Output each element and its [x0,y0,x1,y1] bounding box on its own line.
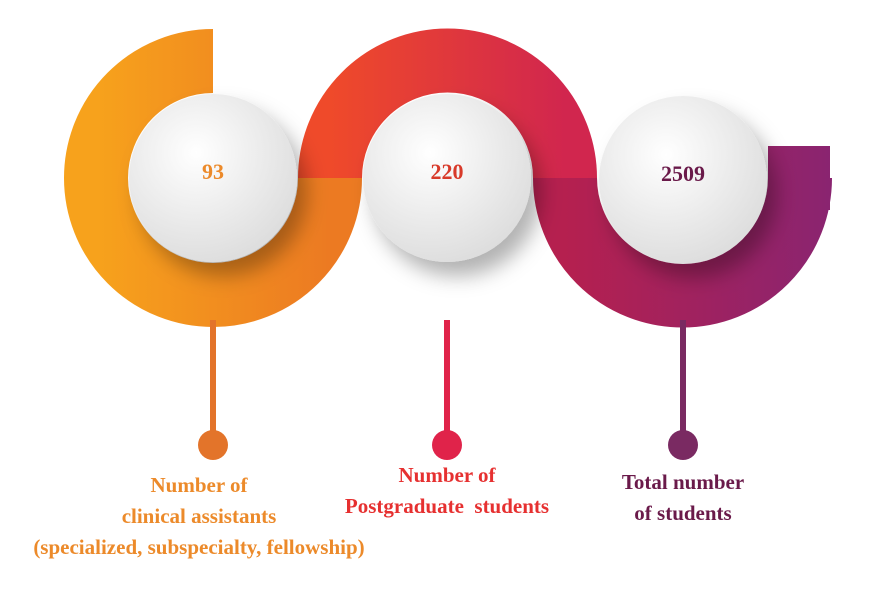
ribbon-orange [64,29,362,327]
label-line: Total number [622,470,744,494]
ribbon-red [298,28,597,179]
label-line: (specialized, subspecialty, fellowship) [33,535,364,559]
ribbon [64,28,832,328]
label-line: Number of [398,463,496,487]
value-circle [129,94,297,262]
stem-dot [668,430,698,460]
value-circle [599,96,767,264]
label-line: clinical assistants [122,504,277,528]
value: 2509 [661,161,705,186]
stem-dot [198,430,228,460]
ribbon-purple [533,146,832,328]
label-line: Number of [150,473,248,497]
label-line: Postgraduate students [345,494,549,518]
items: 93 Number of clinical assistants (specializ… [33,94,767,559]
value: 93 [202,159,224,184]
value-circle [363,94,531,262]
value: 220 [431,159,464,184]
stem-dot [432,430,462,460]
label-line: of students [634,501,731,525]
